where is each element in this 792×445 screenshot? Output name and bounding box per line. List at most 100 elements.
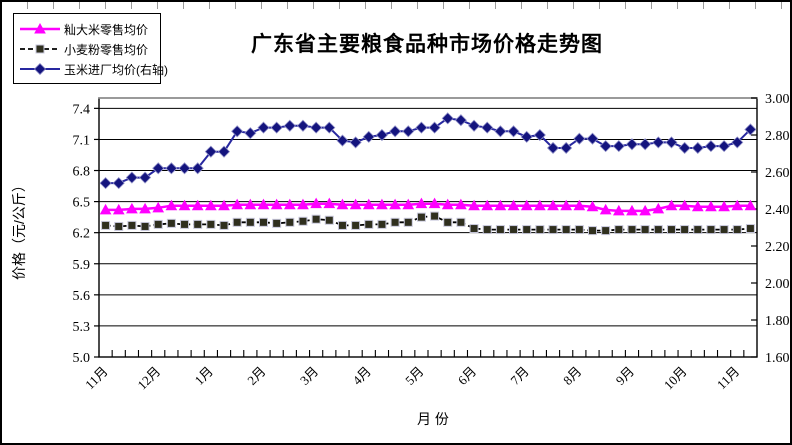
x-tick-label: 10月 (661, 364, 690, 393)
marker-rice-retail (139, 202, 151, 214)
marker-rice-retail (165, 199, 178, 211)
marker-corn-factory (257, 121, 270, 134)
gridlines (99, 107, 757, 358)
right-axis-tick-label: 1.60 (765, 351, 790, 366)
marker-corn-factory (125, 171, 138, 184)
marker-wheat-flour-retail (232, 217, 242, 227)
marker-rice-retail (455, 198, 467, 210)
series-line-wheat-flour-retail (105, 215, 751, 232)
marker-corn-factory (165, 162, 178, 175)
marker-wheat-flour-retail (153, 219, 163, 229)
marker-wheat-flour-retail (193, 219, 203, 229)
marker-corn-factory (375, 128, 389, 142)
marker-corn-factory (718, 140, 731, 153)
series-corn-factory (99, 112, 757, 190)
axis-tick-labels: 5.0 5.3 5.6 5.9 6.2 6.5 6.8 7.1 7.4 1.60 1.80 2.00 2… (73, 92, 790, 366)
marker-wheat-flour-retail (127, 220, 137, 230)
marker-wheat-flour-retail (693, 225, 703, 235)
marker-corn-factory (402, 125, 415, 138)
marker-corn-factory (270, 121, 283, 134)
left-axis-tick-label: 6.2 (73, 227, 91, 242)
marker-rice-retail (415, 197, 428, 209)
x-axis-title: 月 份 (417, 411, 449, 427)
marker-corn-factory (244, 127, 257, 140)
marker-wheat-flour-retail (206, 219, 216, 229)
marker-corn-factory (665, 136, 678, 149)
legend-sample-corn-factory (20, 62, 60, 76)
legend-item-rice-retail: 籼大米零售均价 (20, 19, 156, 39)
right-axis-tick-label: 2.80 (765, 129, 790, 144)
marker-rice-retail (678, 199, 691, 211)
marker-wheat-flour-retail (245, 217, 255, 227)
marker-rice-retail (520, 199, 533, 211)
marker-corn-factory (625, 138, 639, 151)
marker-wheat-flour-retail (443, 217, 453, 227)
right-axis-tick-label: 2.60 (765, 166, 790, 181)
marker-corn-factory (691, 141, 704, 155)
x-tick-label: 5月 (402, 364, 426, 388)
marker-wheat-flour-retail (614, 225, 624, 235)
marker-rice-retail (705, 200, 717, 212)
marker-rice-retail (310, 197, 322, 209)
marker-corn-factory (744, 123, 757, 136)
x-tick-label: 7月 (507, 364, 531, 388)
marker-rice-retail (586, 200, 599, 212)
marker-wheat-flour-retail (272, 218, 282, 228)
marker-rice-retail (323, 197, 336, 209)
x-tick-label: 2月 (244, 364, 268, 388)
marker-corn-factory (178, 162, 191, 175)
marker-corn-factory (33, 62, 47, 76)
legend-item-corn-factory: 玉米进厂均价(右轴) (20, 59, 168, 79)
x-tick-label: 6月 (455, 364, 479, 388)
series-wheat-flour-retail (101, 211, 755, 236)
marker-corn-factory (599, 140, 612, 153)
marker-corn-factory (612, 140, 625, 153)
marker-rice-retail (652, 202, 665, 214)
y-axis-title: 价格（元/公斤） (11, 178, 27, 280)
marker-wheat-flour-retail (495, 225, 505, 235)
marker-wheat-flour-retail (469, 224, 479, 234)
marker-corn-factory (573, 132, 586, 145)
legend-sample-rice-retail (20, 22, 60, 34)
marker-corn-factory (217, 145, 231, 158)
marker-wheat-flour-retail (403, 217, 413, 227)
x-tick-label: 12月 (134, 364, 163, 393)
marker-rice-retail (428, 197, 441, 209)
marker-wheat-flour-retail (285, 217, 295, 227)
marker-rice-retail (481, 199, 494, 211)
marker-corn-factory (99, 177, 112, 190)
marker-wheat-flour-retail (653, 225, 663, 235)
marker-wheat-flour-retail (482, 225, 492, 235)
marker-rice-retail (376, 198, 388, 210)
left-axis-tick-label: 5.3 (73, 320, 91, 335)
right-axis-tick-label: 2.40 (765, 203, 790, 218)
marker-wheat-flour-retail (561, 225, 571, 235)
marker-rice-retail (665, 199, 678, 211)
marker-corn-factory (283, 119, 296, 132)
marker-corn-factory (428, 121, 441, 134)
marker-corn-factory (323, 121, 336, 134)
left-axis-tick-label: 5.9 (73, 258, 91, 273)
chart-title: 广东省主要粮食品种市场价格走势图 (251, 33, 603, 56)
marker-wheat-flour-retail (259, 217, 268, 227)
marker-corn-factory (533, 128, 546, 142)
marker-rice-retail (34, 22, 46, 34)
marker-rice-retail (718, 200, 730, 212)
marker-corn-factory (652, 136, 665, 149)
marker-wheat-flour-retail (219, 220, 229, 230)
marker-rice-retail (218, 199, 230, 211)
marker-rice-retail (612, 204, 625, 216)
marker-wheat-flour-retail (456, 217, 466, 227)
worksheet-gridline-strip (2, 2, 790, 9)
legend-item-wheat-flour-retail: 小麦粉零售均价 (20, 39, 156, 59)
marker-corn-factory (349, 136, 362, 149)
right-axis-tick-label: 2.00 (765, 277, 790, 292)
marker-corn-factory (231, 125, 244, 138)
marker-rice-retail (270, 198, 283, 210)
marker-wheat-flour-retail (548, 225, 558, 235)
marker-corn-factory (586, 132, 599, 145)
marker-rice-retail (112, 203, 125, 215)
marker-rice-retail (744, 199, 757, 211)
